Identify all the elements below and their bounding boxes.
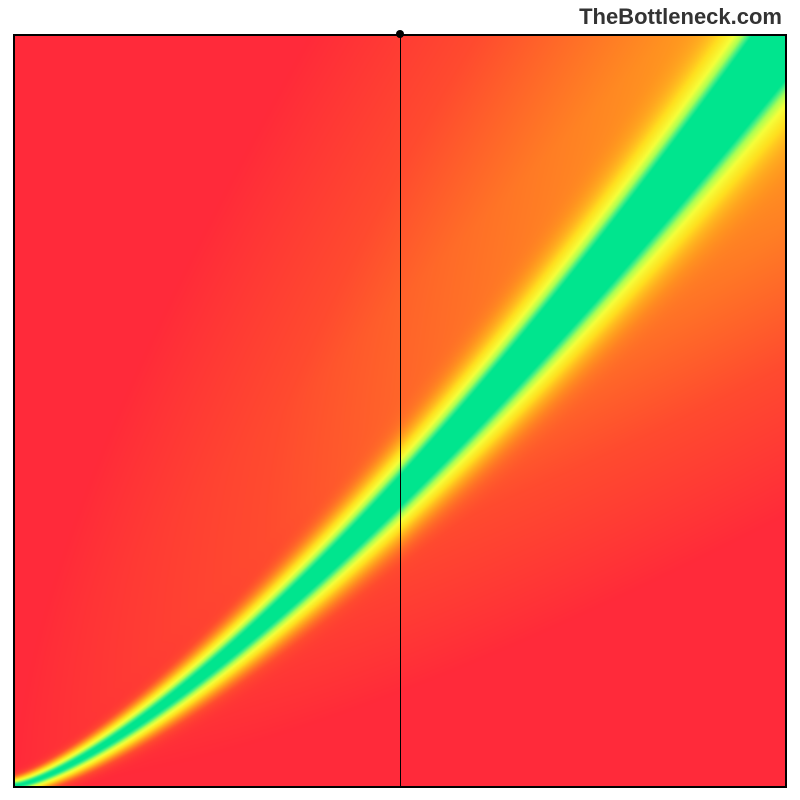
- vertical-reference-line: [400, 36, 401, 786]
- attribution-text: TheBottleneck.com: [579, 4, 782, 30]
